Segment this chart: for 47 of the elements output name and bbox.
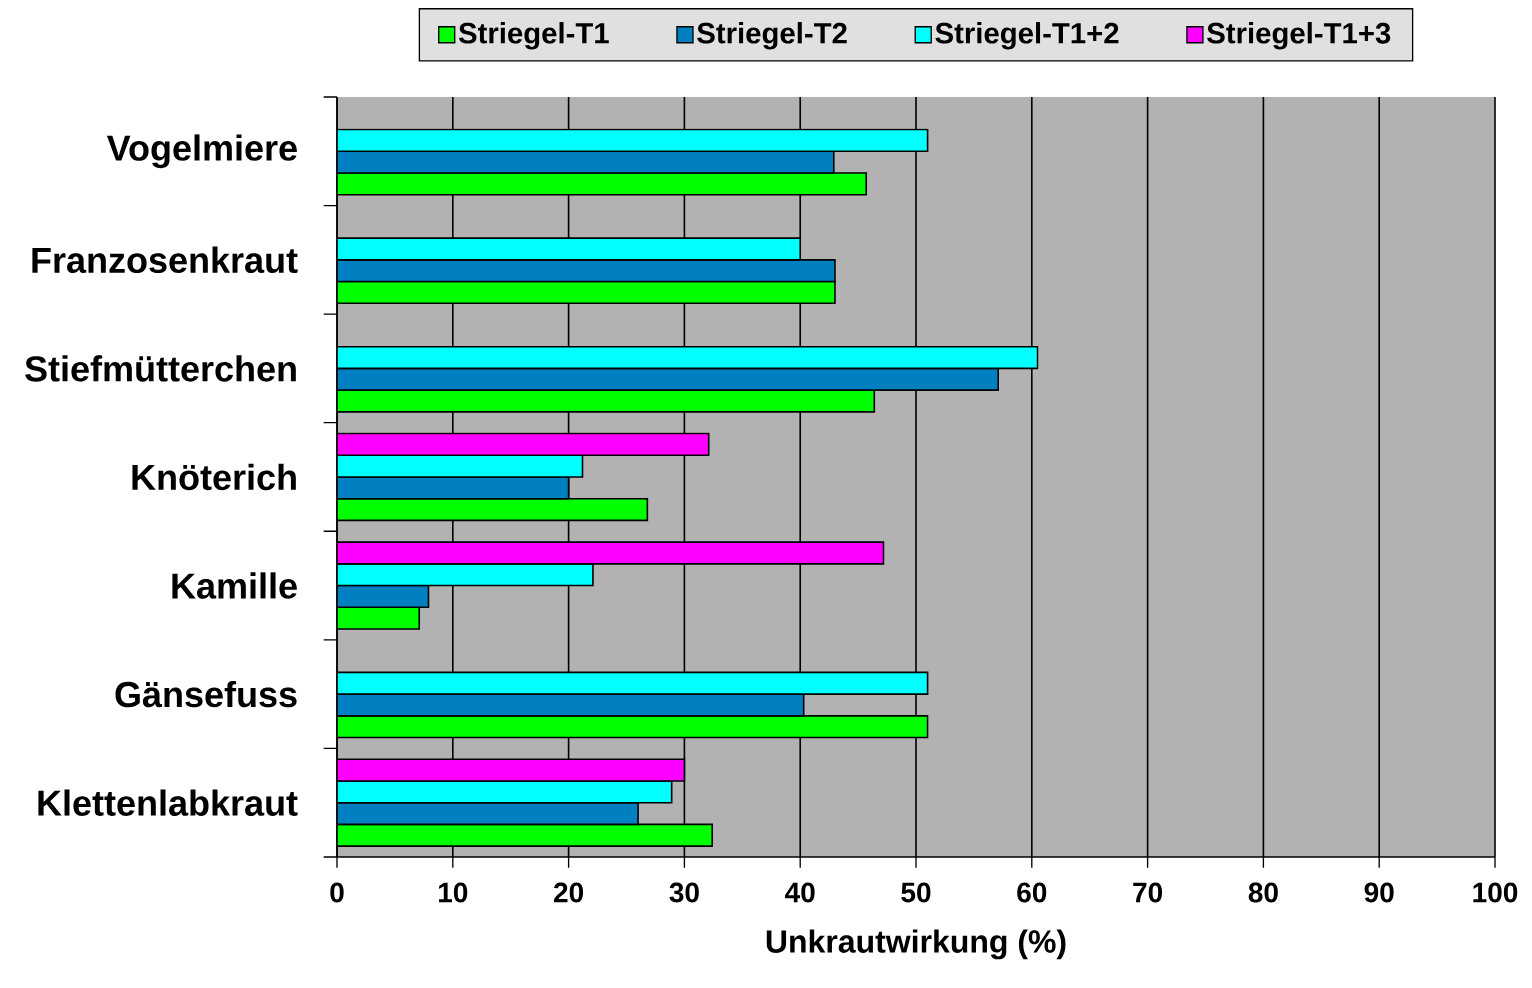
bar [337,606,421,630]
y-tick-label: Klettenlabkraut [38,789,298,816]
bar [337,584,430,609]
x-tick-label: 50 [901,882,931,903]
bar [337,150,835,174]
bar [337,758,686,782]
x-tick-label: 70 [1133,882,1163,903]
bar [337,780,673,804]
bar [337,345,1039,370]
x-tick-label: 10 [438,882,468,903]
bar [337,128,929,153]
bar [337,367,1000,391]
bar [337,280,836,305]
bar [337,432,710,457]
bar [337,671,929,695]
y-tick-label: Stiefmütterchen [25,355,296,382]
x-tick-label: 30 [669,882,699,903]
bar [337,541,885,565]
bar [337,454,584,478]
legend-label: Striegel-T1 [458,22,609,50]
legend-label: Striegel-T1+3 [1207,22,1391,50]
bar [337,823,713,847]
x-tick-label: 100 [1473,882,1518,903]
y-tick-label: Franzosenkraut [32,246,298,274]
legend-label: Striegel-T2 [697,22,847,50]
bar [337,497,649,522]
bar [337,172,868,196]
bar [337,259,836,283]
x-tick-label: 0 [330,882,344,903]
x-axis-title: Unkrautwirkung (%) [766,929,1066,960]
x-tick-label: 40 [785,882,815,903]
y-tick-label: Knöterich [132,463,296,491]
bar [337,476,570,500]
bar [337,715,929,739]
legend-label: Striegel-T1+2 [935,22,1119,50]
bar [337,693,805,717]
bar [337,801,639,826]
x-tick-label: 80 [1248,882,1278,903]
bar [337,237,802,261]
y-tick-label: Gänsefuss [115,680,297,708]
bar [337,563,594,587]
y-tick-label: Kamille [172,572,297,599]
x-tick-label: 60 [1017,882,1047,903]
x-tick-label: 90 [1364,882,1394,903]
y-tick-label: Vogelmiere [106,134,297,169]
bar [337,389,876,413]
x-tick-label: 20 [553,882,584,903]
